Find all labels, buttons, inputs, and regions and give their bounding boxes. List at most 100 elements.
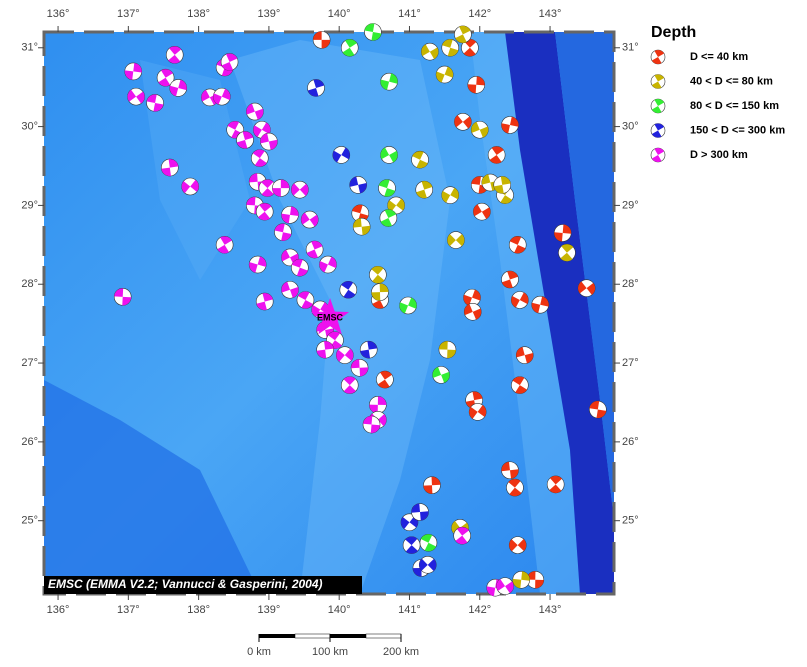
lat-label: 25° <box>622 515 639 527</box>
legend-label: 80 < D <= 150 km <box>690 100 779 112</box>
ball-quadrant <box>249 262 258 273</box>
ball-quadrant <box>353 218 362 228</box>
ball-quadrant <box>168 159 179 168</box>
ball-quadrant <box>319 261 328 273</box>
ball-quadrant <box>535 579 544 589</box>
ball-quadrant <box>459 25 471 35</box>
focal-mechanism <box>352 217 371 236</box>
ball-quadrant <box>226 53 238 62</box>
ball-quadrant <box>327 256 337 268</box>
ball-quadrant <box>455 34 467 43</box>
lat-label: 28° <box>21 278 38 290</box>
lon-label: 137° <box>117 8 140 20</box>
focal-mechanism <box>577 279 596 297</box>
ball-quadrant <box>296 267 308 277</box>
focal-mechanism <box>546 475 565 494</box>
focal-mechanism <box>362 415 381 434</box>
ball-quadrant <box>455 234 465 247</box>
ball-quadrant <box>476 76 485 86</box>
focal-mechanism <box>418 556 437 574</box>
focal-mechanism <box>511 376 529 394</box>
ball-quadrant <box>481 207 491 219</box>
ball-quadrant <box>213 93 222 105</box>
ball-quadrant <box>384 188 396 197</box>
ball-quadrant <box>654 98 665 106</box>
ball-quadrant <box>158 77 171 87</box>
ball-quadrant <box>380 147 390 160</box>
focal-mechanism <box>463 288 481 307</box>
ball-quadrant <box>280 179 290 189</box>
ball-quadrant <box>178 79 187 91</box>
ball-quadrant <box>378 179 390 189</box>
ball-quadrant <box>190 179 199 192</box>
focal-mechanism <box>165 46 184 64</box>
ball-quadrant <box>549 475 562 485</box>
ball-quadrant <box>396 198 405 211</box>
focal-mechanism <box>248 255 267 274</box>
ball-quadrant <box>351 359 360 369</box>
focal-mechanism <box>501 461 519 480</box>
focal-mechanism <box>454 113 472 131</box>
ball-quadrant <box>389 150 398 163</box>
credit: EMSC (EMMA V2.2; Vannucci & Gasperini, 2… <box>48 577 323 591</box>
ball-quadrant <box>596 409 607 419</box>
ball-quadrant <box>136 91 145 104</box>
ball-quadrant <box>420 511 429 521</box>
focal-mechanism <box>291 258 309 277</box>
ball-quadrant <box>554 232 563 242</box>
lat-label: 26° <box>21 436 38 448</box>
ball-quadrant <box>472 391 483 401</box>
focal-mechanism <box>260 132 278 151</box>
ball-quadrant <box>501 279 513 289</box>
ball-quadrant <box>486 586 496 597</box>
focal-mechanism <box>454 25 472 44</box>
legend-label: 40 < D <= 80 km <box>690 75 773 87</box>
ball-quadrant <box>289 206 299 217</box>
ball-quadrant <box>377 396 387 405</box>
lon-label: 143° <box>539 604 562 616</box>
focal-mechanism <box>281 280 299 299</box>
ball-quadrant <box>297 291 310 300</box>
ball-quadrant <box>299 183 309 196</box>
focal-mechanism <box>380 72 398 91</box>
focal-mechanism <box>438 340 457 359</box>
focal-mechanism <box>340 376 359 394</box>
ball-quadrant <box>501 461 510 472</box>
focal-mechanism <box>250 149 269 167</box>
ball-quadrant <box>416 189 427 199</box>
ball-quadrant <box>344 348 354 361</box>
ball-quadrant <box>127 89 137 102</box>
lat-label: 30° <box>21 120 38 132</box>
ball-quadrant <box>464 303 473 316</box>
focal-mechanism <box>512 571 531 589</box>
lon-label: 139° <box>258 604 281 616</box>
ball-quadrant <box>420 534 433 543</box>
ball-quadrant <box>467 84 477 94</box>
ball-quadrant <box>221 88 231 100</box>
ball-quadrant <box>352 204 363 214</box>
focal-mechanism <box>350 358 369 377</box>
ball-quadrant <box>472 308 482 320</box>
ball-quadrant <box>254 108 264 120</box>
lon-label: 142° <box>468 8 491 20</box>
lat-label: 29° <box>622 199 639 211</box>
lon-label: 137° <box>117 604 140 616</box>
ball-quadrant <box>258 211 271 221</box>
ball-quadrant <box>254 158 267 167</box>
ball-quadrant <box>281 213 290 224</box>
focal-mechanism <box>369 396 387 414</box>
ball-quadrant <box>380 218 392 227</box>
ball-quadrant <box>562 224 572 234</box>
ball-quadrant <box>246 103 255 115</box>
ball-quadrant <box>249 173 258 183</box>
ball-quadrant <box>380 79 390 90</box>
ball-quadrant <box>371 32 382 41</box>
focal-mechanism <box>508 536 527 554</box>
ball-quadrant <box>343 376 356 386</box>
ball-quadrant <box>345 39 357 48</box>
ball-quadrant <box>321 39 331 49</box>
ball-quadrant <box>654 74 665 82</box>
ball-quadrant <box>272 188 281 197</box>
focal-mechanism <box>281 206 299 224</box>
